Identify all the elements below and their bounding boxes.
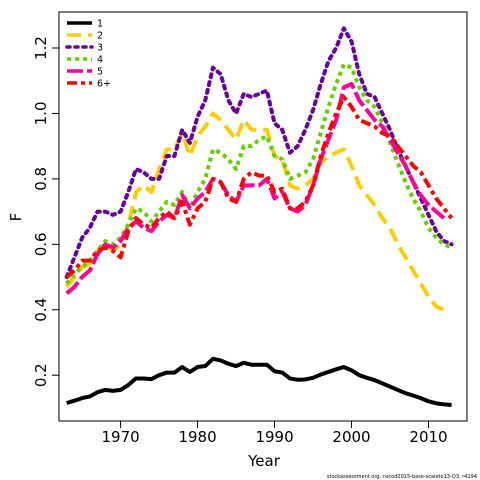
y-tick-label: 1.0: [32, 102, 50, 126]
legend-label: 6+: [97, 79, 111, 90]
legend-item-2: 2: [67, 31, 103, 42]
legend-item-5: 5: [67, 67, 103, 78]
legend-label: 4: [97, 55, 103, 66]
legend-label: 2: [97, 31, 103, 42]
x-axis-title: Year: [247, 452, 281, 470]
series-line-3: [64, 26, 454, 280]
series-line-6: [65, 95, 454, 279]
x-tick-label: 2000: [332, 428, 370, 446]
x-axis: 1970 1980 1990 2000 2010: [101, 420, 448, 446]
y-tick-label: 0.4: [32, 298, 50, 322]
y-tick-label: 0.6: [32, 232, 50, 256]
y-tick-label: 0.2: [32, 363, 50, 387]
x-tick-label: 2010: [409, 428, 447, 446]
legend-label: 5: [97, 67, 103, 78]
series-layer: [64, 26, 454, 407]
legend-item-6: 6+: [67, 79, 111, 90]
series-line-5: [65, 81, 446, 295]
series-line-1: [66, 356, 452, 407]
x-tick-label: 1970: [101, 428, 139, 446]
legend-item-4: 4: [67, 55, 103, 66]
x-tick-label: 1980: [178, 428, 216, 446]
y-tick-label: 0.8: [32, 167, 50, 191]
legend-item-1: 1: [67, 19, 103, 30]
credit-text: stockassessment.org, nscod2015-base-scal…: [327, 474, 477, 480]
y-axis: 0.2 0.4 0.6 0.8 1.0 1.2: [32, 36, 60, 387]
legend-label: 3: [97, 43, 103, 54]
legend-label: 1: [97, 19, 103, 30]
y-tick-label: 1.2: [32, 36, 50, 60]
x-tick-label: 1990: [255, 428, 293, 446]
y-axis-title: F: [7, 213, 25, 222]
legend-item-3: 3: [65, 43, 103, 54]
